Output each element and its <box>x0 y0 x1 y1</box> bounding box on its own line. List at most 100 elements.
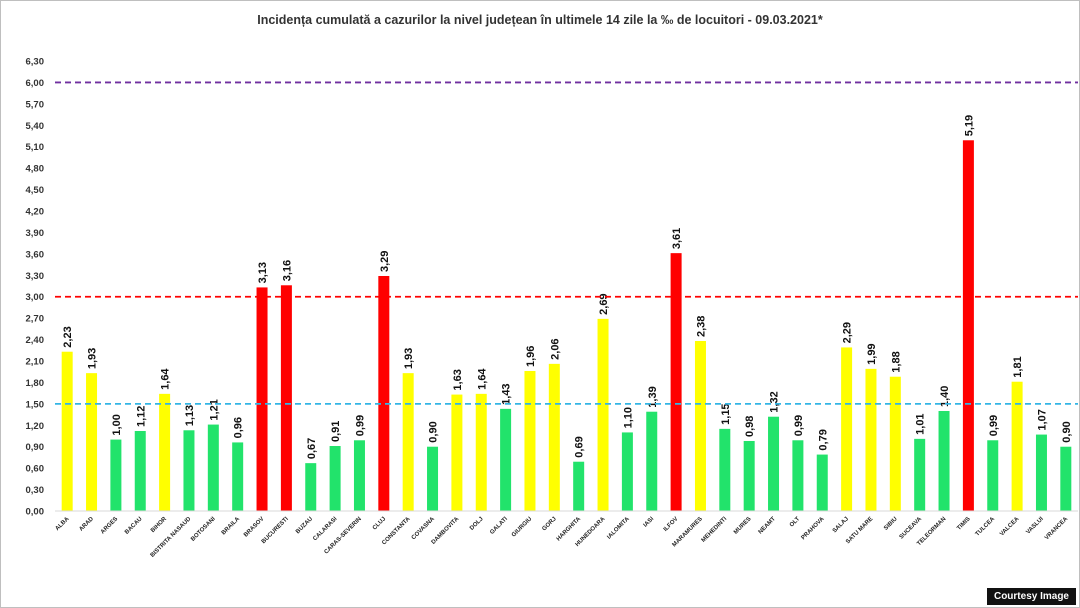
data-label: 2,23 <box>62 326 74 347</box>
bar <box>1035 434 1047 511</box>
x-tick-label: BRAILA <box>221 516 242 537</box>
chart-title: Incidența cumulată a cazurilor la nivel … <box>257 13 823 27</box>
x-tick-label: GALATI <box>489 516 509 536</box>
data-label: 0,90 <box>428 421 440 442</box>
data-label: 0,98 <box>744 416 756 437</box>
data-label: 3,16 <box>281 260 293 281</box>
data-label: 1,96 <box>525 346 537 367</box>
bar <box>573 461 585 511</box>
y-tick-label: 0,00 <box>26 507 45 518</box>
courtesy-badge: Courtesy Image <box>986 588 1076 605</box>
y-tick-label: 1,20 <box>26 421 45 432</box>
bar <box>402 373 414 511</box>
bar <box>694 341 706 511</box>
bar <box>792 440 804 511</box>
data-label: 0,90 <box>1061 421 1073 442</box>
y-tick-label: 5,10 <box>26 142 45 153</box>
bar <box>183 430 195 511</box>
data-label: 0,67 <box>306 438 318 459</box>
bar <box>110 439 122 511</box>
y-tick-label: 6,00 <box>26 78 45 89</box>
x-tick-label: CLUJ <box>372 516 387 531</box>
x-tick-label: BOTOSANI <box>190 516 217 543</box>
data-label: 1,99 <box>866 343 878 364</box>
y-tick-label: 3,00 <box>26 292 45 303</box>
x-tick-label: NEAMT <box>758 516 778 536</box>
bar <box>670 253 682 511</box>
y-tick-label: 2,10 <box>26 357 45 368</box>
y-tick-label: 1,50 <box>26 399 45 410</box>
bar <box>889 376 901 511</box>
bar <box>207 424 219 511</box>
data-label: 0,96 <box>233 417 245 438</box>
data-label: 1,15 <box>720 403 732 424</box>
x-tick-label: GORJ <box>541 516 557 532</box>
bar <box>962 140 974 512</box>
data-label: 1,81 <box>1012 356 1024 377</box>
bar <box>987 440 999 511</box>
bar <box>816 454 828 511</box>
x-tick-label: IALOMITA <box>606 516 631 541</box>
x-tick-label: CALARASI <box>312 516 338 542</box>
x-tick-label: VRANCEA <box>1044 516 1070 542</box>
data-label: 0,79 <box>817 429 829 450</box>
y-tick-label: 6,30 <box>26 57 45 68</box>
data-label: 1,88 <box>890 351 902 372</box>
data-label: 1,63 <box>452 369 464 390</box>
x-tick-label: BACAU <box>124 516 144 536</box>
data-label: 2,69 <box>598 293 610 314</box>
data-label: 2,06 <box>549 338 561 359</box>
y-tick-label: 3,90 <box>26 228 45 239</box>
data-label: 2,29 <box>842 322 854 343</box>
data-label: 1,21 <box>208 399 220 420</box>
y-tick-label: 2,70 <box>26 314 45 325</box>
x-tick-label: COVASNA <box>411 516 437 542</box>
bar <box>159 393 171 511</box>
y-tick-label: 0,90 <box>26 442 45 453</box>
x-tick-label: PRAHOVA <box>801 516 827 542</box>
bar <box>475 393 487 511</box>
bar <box>524 371 536 511</box>
data-label: 1,12 <box>135 406 147 427</box>
bar <box>719 428 731 511</box>
y-tick-label: 5,70 <box>26 99 45 110</box>
data-label: 3,61 <box>671 228 683 249</box>
y-tick-label: 1,80 <box>26 378 45 389</box>
data-label: 2,38 <box>695 316 707 337</box>
data-label: 0,99 <box>793 415 805 436</box>
data-label: 1,13 <box>184 405 196 426</box>
data-label: 1,39 <box>647 386 659 407</box>
bar <box>256 287 268 511</box>
data-label: 1,01 <box>915 413 927 434</box>
bar <box>938 411 950 511</box>
bar <box>305 463 317 511</box>
y-tick-label: 4,80 <box>26 164 45 175</box>
data-label: 1,10 <box>622 407 634 428</box>
bar <box>865 368 877 511</box>
x-tick-label: BRASOV <box>243 516 265 538</box>
bar <box>86 373 98 511</box>
x-tick-label: ALBA <box>55 516 71 532</box>
data-label: 3,29 <box>379 251 391 272</box>
data-label: 1,00 <box>111 414 123 435</box>
bar <box>353 440 365 511</box>
y-tick-label: 3,60 <box>26 249 45 260</box>
bar <box>841 347 853 511</box>
x-tick-label: IASI <box>643 516 656 529</box>
x-tick-label: MURES <box>733 516 753 536</box>
bar <box>768 416 780 511</box>
bar <box>378 276 390 511</box>
bar <box>914 438 926 511</box>
y-tick-label: 4,20 <box>26 207 45 218</box>
x-tick-label: TIMIS <box>956 516 972 532</box>
x-tick-label: DOLJ <box>469 516 485 532</box>
x-tick-label: ILFOV <box>663 516 680 533</box>
x-tick-label: TULCEA <box>975 516 997 538</box>
bar <box>451 394 463 511</box>
data-label: 1,93 <box>87 348 99 369</box>
x-tick-label: SALAJ <box>832 516 850 534</box>
bar <box>597 318 609 511</box>
bar <box>427 446 439 511</box>
bar <box>500 408 512 511</box>
bar <box>61 351 73 511</box>
